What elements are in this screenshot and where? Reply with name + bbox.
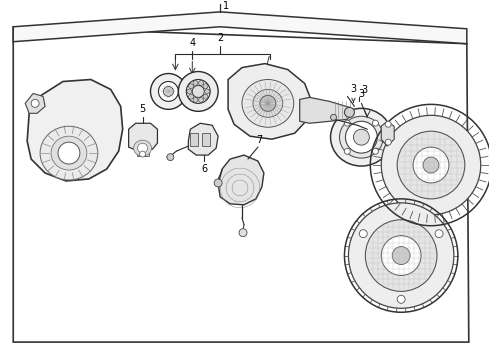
Polygon shape (190, 133, 198, 146)
Text: 3: 3 (362, 85, 368, 95)
Polygon shape (218, 155, 264, 205)
Ellipse shape (51, 136, 87, 170)
Circle shape (435, 230, 443, 238)
Circle shape (138, 143, 147, 153)
Text: 2: 2 (217, 33, 223, 43)
Circle shape (58, 142, 80, 164)
Text: 5: 5 (140, 104, 146, 114)
Text: 4: 4 (189, 38, 196, 48)
Ellipse shape (340, 116, 383, 158)
Circle shape (413, 147, 449, 183)
Circle shape (198, 98, 203, 103)
Circle shape (189, 84, 194, 89)
Ellipse shape (134, 140, 151, 156)
Circle shape (381, 115, 481, 215)
Circle shape (193, 98, 198, 103)
Circle shape (385, 139, 391, 145)
Circle shape (164, 86, 173, 96)
Polygon shape (13, 27, 469, 342)
Polygon shape (137, 151, 148, 156)
Circle shape (192, 85, 204, 98)
Circle shape (150, 73, 186, 109)
Circle shape (344, 148, 350, 154)
Circle shape (189, 94, 194, 99)
Polygon shape (202, 133, 210, 146)
Circle shape (381, 236, 421, 275)
Text: 1: 1 (223, 1, 229, 11)
Polygon shape (128, 123, 157, 151)
Polygon shape (13, 12, 467, 44)
Circle shape (397, 131, 465, 199)
Ellipse shape (242, 80, 294, 127)
Circle shape (187, 89, 192, 94)
Circle shape (372, 120, 378, 126)
Circle shape (331, 114, 337, 120)
Circle shape (178, 72, 218, 111)
Circle shape (423, 157, 439, 173)
Circle shape (167, 154, 174, 161)
Ellipse shape (331, 108, 392, 166)
Circle shape (198, 80, 203, 85)
Circle shape (392, 247, 410, 265)
Ellipse shape (40, 126, 98, 180)
Polygon shape (27, 80, 122, 181)
Circle shape (158, 81, 178, 102)
Circle shape (385, 121, 391, 127)
Circle shape (203, 84, 208, 89)
Polygon shape (25, 94, 45, 113)
Circle shape (205, 89, 210, 94)
Text: 7: 7 (256, 135, 262, 145)
Text: 6: 6 (201, 164, 207, 174)
Circle shape (239, 229, 247, 237)
Text: 3: 3 (350, 85, 357, 94)
Circle shape (353, 129, 369, 145)
Polygon shape (381, 121, 394, 146)
Polygon shape (300, 98, 351, 123)
Circle shape (344, 120, 350, 126)
Circle shape (366, 220, 437, 291)
Polygon shape (228, 64, 312, 139)
Circle shape (397, 295, 405, 303)
Circle shape (140, 151, 146, 157)
Circle shape (260, 95, 276, 111)
Circle shape (359, 230, 367, 238)
Text: 3: 3 (358, 89, 365, 99)
Circle shape (214, 179, 222, 187)
Circle shape (348, 203, 454, 308)
Circle shape (345, 121, 377, 153)
Circle shape (203, 94, 208, 99)
Ellipse shape (253, 89, 283, 117)
Circle shape (31, 99, 39, 107)
Circle shape (193, 80, 198, 85)
Polygon shape (188, 123, 218, 155)
Circle shape (186, 80, 210, 103)
Circle shape (344, 107, 354, 117)
Circle shape (372, 148, 378, 154)
